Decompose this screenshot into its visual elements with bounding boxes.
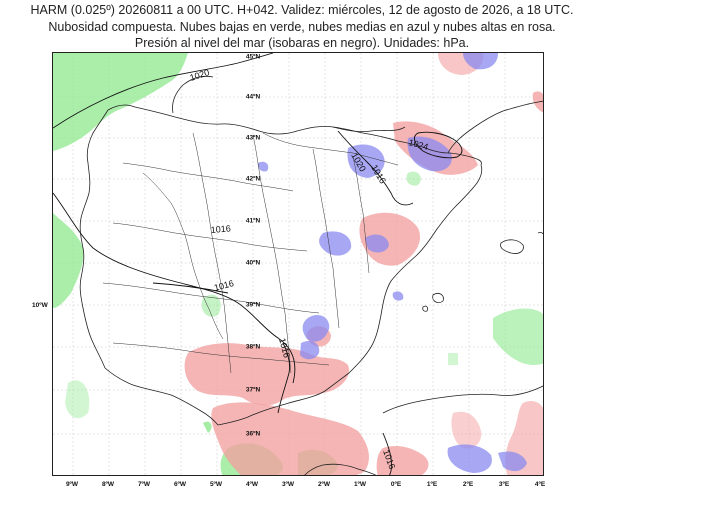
isobar-label: 1016: [210, 223, 231, 235]
lat-label: 45ºN: [245, 53, 261, 61]
coastlines: [79, 75, 543, 475]
lon-label: 1ºE: [426, 481, 438, 488]
map-canvas: 1020 1024 1020 1016 1016 1016 1016 1016: [53, 53, 543, 475]
lat-label: 41ºN: [245, 217, 261, 225]
lat-label: 37ºN: [245, 386, 261, 394]
lat-label: 42ºN: [245, 175, 261, 183]
lon-label: 7ºW: [137, 481, 151, 488]
lon-label: 1ºW: [353, 481, 367, 488]
lat-label: 40ºN: [245, 259, 261, 267]
lon-label: 0ºE: [390, 481, 402, 488]
lon-label: 3ºE: [498, 481, 510, 488]
lon-label: 4ºW: [245, 481, 259, 488]
isobar-label: 1020: [189, 67, 211, 83]
edge-lon-label: 10ºW: [32, 302, 48, 309]
lon-label: 5ºW: [209, 481, 223, 488]
weather-map[interactable]: 1020 1024 1020 1016 1016 1016 1016 1016 …: [52, 52, 544, 476]
lat-label: 36ºN: [245, 430, 261, 438]
lon-label: 8ºW: [101, 481, 115, 488]
lon-label: 6ºW: [173, 481, 187, 488]
lon-label: 4ºE: [534, 481, 546, 488]
lat-label: 44ºN: [245, 93, 261, 101]
title-line-3: Presión al nivel del mar (isobaras en ne…: [134, 36, 470, 50]
lon-label: 3ºW: [281, 481, 295, 488]
lon-label: 9ºW: [65, 481, 79, 488]
isobars: [53, 53, 463, 475]
borders: [102, 132, 399, 374]
lat-label: 38ºN: [245, 343, 261, 351]
lat-label: 43ºN: [245, 134, 261, 142]
map-title: HARM (0.025º) 20260811 a 00 UTC. H+042. …: [0, 2, 604, 52]
lat-label: 39ºN: [245, 301, 261, 309]
lon-label: 2ºW: [317, 481, 331, 488]
high-clouds-layer: [184, 53, 543, 475]
title-line-2: Nubosidad compuesta. Nubes bajas en verd…: [48, 19, 556, 34]
lon-label: 2ºE: [462, 481, 474, 488]
isobar-label: 1016: [213, 278, 235, 293]
title-line-1: HARM (0.025º) 20260811 a 00 UTC. H+042. …: [30, 3, 574, 17]
